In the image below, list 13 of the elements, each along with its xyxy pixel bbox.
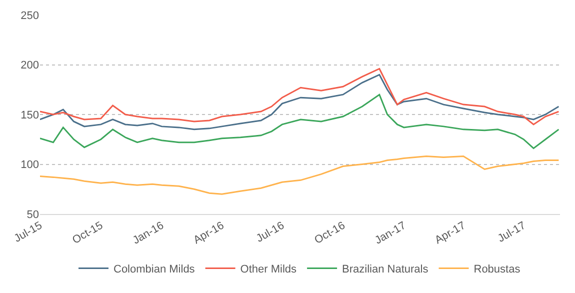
line-series (40, 74, 560, 130)
legend-label: Robustas (474, 264, 521, 276)
legend-label: Brazilian Naturals (342, 264, 429, 276)
y-tick-label: 50 (26, 208, 39, 221)
line-series (40, 68, 560, 126)
y-tick-label: 100 (20, 159, 39, 172)
line-series (40, 156, 560, 195)
y-tick-label: 200 (20, 60, 39, 72)
legend-label: Other Milds (240, 264, 298, 276)
legend-label: Colombian Milds (114, 264, 196, 276)
line-series (40, 94, 560, 150)
y-tick-label: 150 (20, 109, 39, 122)
y-tick-label: 250 (20, 10, 39, 22)
